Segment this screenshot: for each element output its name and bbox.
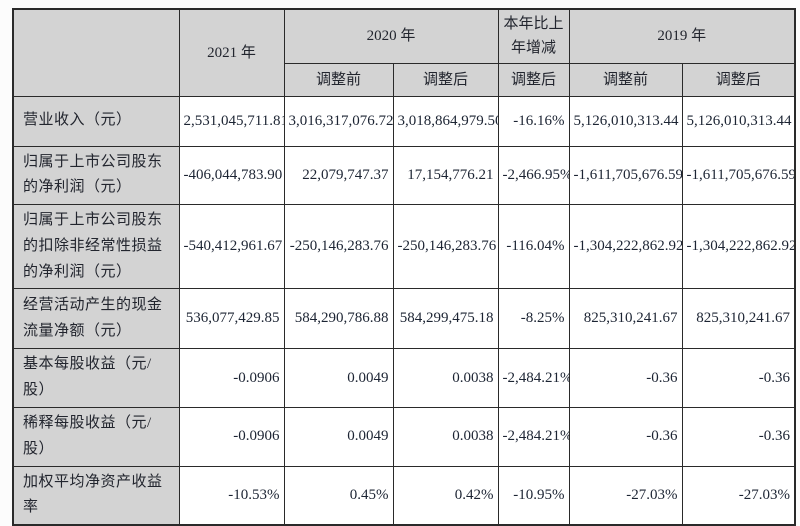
cell-2019-before: -0.36 [568, 348, 683, 409]
cell-yoy-change: -116.04% [497, 204, 570, 290]
subheader-2020-before: 调整前 [283, 62, 394, 97]
row-label: 营业收入（元） [12, 95, 180, 147]
cell-yoy-change: -16.16% [497, 95, 570, 147]
cell-2021: -540,412,961.67 [178, 204, 285, 290]
cell-yoy-change: -10.95% [497, 465, 570, 526]
table-row-revenue: 营业收入（元） 2,531,045,711.81 3,016,317,076.7… [12, 95, 796, 147]
table-row-net-profit: 归属于上市公司股东的净利润（元） -406,044,783.90 22,079,… [12, 145, 796, 206]
cell-2019-after: -1,611,705,676.59 [681, 145, 796, 206]
subheader-2020-after: 调整后 [392, 62, 499, 97]
cell-2019-before: -1,611,705,676.59 [568, 145, 683, 206]
header-year-2021: 2021 年 [178, 8, 285, 97]
header-blank-cell [12, 8, 180, 97]
table-row-diluted-eps: 稀释每股收益（元/股） -0.0906 0.0049 0.0038 -2,484… [12, 407, 796, 467]
cell-2020-before: 0.0049 [283, 348, 394, 409]
header-yoy-change: 本年比上年增减 [497, 8, 570, 64]
cell-2021: -0.0906 [178, 348, 285, 409]
cell-2019-after: -0.36 [681, 348, 796, 409]
cell-2020-before: 3,016,317,076.72 [283, 95, 394, 147]
cell-2021: -406,044,783.90 [178, 145, 285, 206]
cell-2021: -10.53% [178, 465, 285, 526]
header-row-years: 2021 年 2020 年 本年比上年增减 2019 年 [12, 8, 796, 97]
cell-2019-before: -1,304,222,862.92 [568, 204, 683, 290]
cell-2019-after: 825,310,241.67 [681, 288, 796, 350]
cell-yoy-change: -2,466.95% [497, 145, 570, 206]
financial-summary-table: 2021 年 2020 年 本年比上年增减 2019 年 调整前 调整后 调整后… [12, 8, 797, 526]
header-row-adjustments: 调整前 调整后 调整后 调整前 调整后 [13, 62, 796, 97]
cell-2020-before: 584,290,786.88 [283, 288, 394, 350]
cell-2020-after: 17,154,776.21 [392, 145, 499, 206]
cell-2020-after: 3,018,864,979.50 [392, 95, 499, 147]
cell-2020-before: 0.0049 [283, 407, 394, 467]
cell-2020-after: 584,299,475.18 [392, 288, 499, 350]
cell-yoy-change: -8.25% [497, 288, 570, 350]
cell-2019-before: -27.03% [568, 465, 683, 526]
cell-2019-after: -27.03% [681, 465, 796, 526]
cell-2019-after: -1,304,222,862.92 [681, 204, 796, 290]
row-label: 经营活动产生的现金流量净额（元） [12, 288, 180, 350]
cell-2020-before: 0.45% [283, 465, 394, 526]
header-year-2020: 2020 年 [283, 8, 499, 64]
cell-2019-before: 5,126,010,313.44 [568, 95, 683, 147]
cell-yoy-change: -2,484.21% [497, 407, 570, 467]
cell-2020-after: 0.42% [392, 465, 499, 526]
row-label: 稀释每股收益（元/股） [12, 407, 180, 467]
table-row-weighted-avg-roe: 加权平均净资产收益率 -10.53% 0.45% 0.42% -10.95% -… [12, 465, 796, 526]
row-label: 归属于上市公司股东的扣除非经常性损益的净利润（元） [12, 204, 180, 290]
cell-2020-after: 0.0038 [392, 348, 499, 409]
subheader-change-after: 调整后 [497, 62, 570, 97]
cell-2021: 2,531,045,711.81 [178, 95, 285, 147]
cell-2021: 536,077,429.85 [178, 288, 285, 350]
row-label: 基本每股收益（元/股） [12, 348, 180, 409]
table-row-operating-cash-flow: 经营活动产生的现金流量净额（元） 536,077,429.85 584,290,… [12, 288, 796, 350]
cell-2019-after: -0.36 [681, 407, 796, 467]
header-year-2019: 2019 年 [568, 8, 796, 64]
cell-2020-before: -250,146,283.76 [283, 204, 394, 290]
table-row-basic-eps: 基本每股收益（元/股） -0.0906 0.0049 0.0038 -2,484… [12, 348, 796, 409]
cell-yoy-change: -2,484.21% [497, 348, 570, 409]
table-row-net-profit-excl-nonrecurring: 归属于上市公司股东的扣除非经常性损益的净利润（元） -540,412,961.6… [12, 204, 796, 290]
cell-2019-before: -0.36 [568, 407, 683, 467]
cell-2019-after: 5,126,010,313.44 [681, 95, 796, 147]
row-label: 加权平均净资产收益率 [12, 465, 180, 526]
cell-2020-before: 22,079,747.37 [283, 145, 394, 206]
subheader-2019-before: 调整前 [568, 62, 683, 97]
cell-2020-after: 0.0038 [392, 407, 499, 467]
cell-2021: -0.0906 [178, 407, 285, 467]
subheader-2019-after: 调整后 [681, 62, 796, 97]
cell-2020-after: -250,146,283.76 [392, 204, 499, 290]
cell-2019-before: 825,310,241.67 [568, 288, 683, 350]
row-label: 归属于上市公司股东的净利润（元） [12, 145, 180, 206]
